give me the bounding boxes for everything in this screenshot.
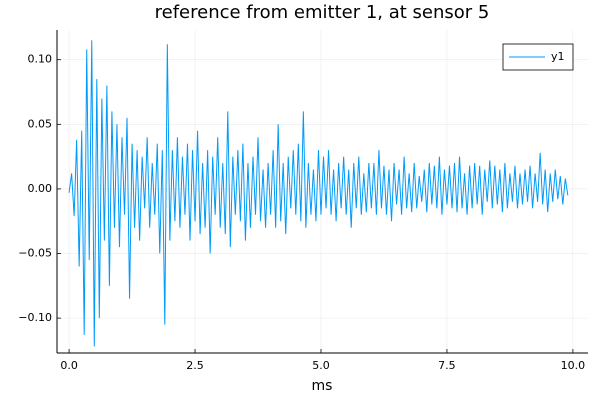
chart-title: reference from emitter 1, at sensor 5 — [155, 2, 490, 23]
x-tick-label: 5.0 — [312, 359, 330, 372]
x-tick-label: 7.5 — [438, 359, 456, 372]
y-tick-label: −0.05 — [18, 247, 52, 260]
x-tick-label: 0.0 — [60, 359, 78, 372]
y-tick-label: 0.00 — [28, 182, 53, 195]
legend-label: y1 — [551, 50, 565, 63]
y-tick-label: 0.10 — [28, 53, 53, 66]
y-tick-label: 0.05 — [28, 117, 53, 130]
x-tick-label: 2.5 — [186, 359, 204, 372]
y-tick-label: −0.10 — [18, 311, 52, 324]
data-line — [68, 40, 569, 347]
x-axis-label: ms — [312, 378, 333, 394]
x-tick-label: 10.0 — [561, 359, 586, 372]
